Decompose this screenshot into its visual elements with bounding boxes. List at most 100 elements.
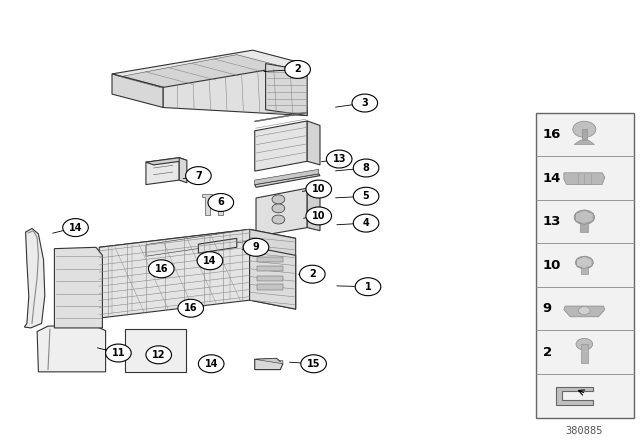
Text: 2: 2 (309, 269, 316, 279)
Circle shape (148, 260, 174, 278)
Circle shape (353, 214, 379, 232)
Polygon shape (202, 194, 212, 215)
Circle shape (208, 194, 234, 211)
Polygon shape (99, 229, 250, 318)
Circle shape (353, 159, 379, 177)
Bar (581, 263, 588, 274)
Polygon shape (112, 74, 163, 108)
Polygon shape (556, 387, 593, 405)
Text: 10: 10 (312, 184, 326, 194)
Polygon shape (198, 238, 237, 253)
Circle shape (272, 195, 285, 204)
Circle shape (575, 256, 593, 269)
Polygon shape (125, 329, 186, 372)
Polygon shape (577, 256, 592, 269)
Text: 14: 14 (543, 172, 561, 185)
Circle shape (579, 306, 590, 314)
Polygon shape (255, 358, 283, 370)
Circle shape (300, 265, 325, 283)
Polygon shape (575, 210, 593, 224)
Text: 4: 4 (363, 218, 369, 228)
Text: 9: 9 (543, 302, 552, 315)
Polygon shape (146, 158, 179, 185)
Bar (257, 276, 283, 281)
Text: 2: 2 (543, 346, 552, 359)
Circle shape (106, 344, 131, 362)
Circle shape (178, 299, 204, 317)
Text: 9: 9 (253, 242, 259, 252)
Polygon shape (24, 228, 45, 328)
Text: 14: 14 (204, 359, 218, 369)
Circle shape (306, 180, 332, 198)
Circle shape (285, 60, 310, 78)
Polygon shape (250, 246, 296, 309)
Polygon shape (255, 358, 283, 364)
Text: 1: 1 (365, 282, 371, 292)
Circle shape (272, 215, 285, 224)
Circle shape (355, 278, 381, 296)
Circle shape (352, 94, 378, 112)
Polygon shape (146, 229, 250, 256)
Circle shape (186, 167, 211, 185)
Text: 10: 10 (312, 211, 326, 221)
Polygon shape (37, 325, 106, 372)
Text: 2: 2 (294, 65, 301, 74)
Circle shape (197, 252, 223, 270)
Polygon shape (112, 50, 304, 87)
Text: 13: 13 (332, 154, 346, 164)
Circle shape (326, 150, 352, 168)
Circle shape (198, 355, 224, 373)
Text: 10: 10 (543, 258, 561, 272)
Polygon shape (574, 140, 595, 145)
Circle shape (146, 346, 172, 364)
Text: 16: 16 (543, 128, 561, 141)
Text: 12: 12 (152, 350, 166, 360)
Text: 5: 5 (363, 191, 369, 201)
Polygon shape (250, 229, 296, 309)
Polygon shape (307, 121, 320, 165)
Circle shape (576, 338, 593, 350)
Text: 7: 7 (195, 171, 202, 181)
Polygon shape (255, 169, 319, 185)
Polygon shape (215, 194, 225, 215)
Polygon shape (266, 64, 307, 116)
Text: 13: 13 (543, 215, 561, 228)
Circle shape (574, 210, 595, 224)
Circle shape (243, 238, 269, 256)
Text: 15: 15 (307, 359, 321, 369)
Bar (580, 217, 588, 232)
Polygon shape (256, 188, 307, 237)
Polygon shape (179, 158, 187, 183)
Polygon shape (163, 64, 307, 116)
Bar (536, 113, 634, 418)
Polygon shape (564, 306, 605, 317)
Circle shape (573, 121, 596, 138)
Polygon shape (123, 55, 285, 89)
Polygon shape (54, 247, 102, 328)
Text: 380885: 380885 (565, 426, 602, 436)
Polygon shape (255, 112, 307, 122)
Text: 16: 16 (154, 264, 168, 274)
Text: 3: 3 (362, 98, 368, 108)
Text: 14: 14 (203, 256, 217, 266)
Text: 8: 8 (363, 163, 369, 173)
Text: 11: 11 (111, 348, 125, 358)
Bar (257, 257, 283, 262)
Polygon shape (255, 174, 320, 187)
Circle shape (63, 219, 88, 237)
Bar (581, 344, 588, 363)
Text: 6: 6 (218, 198, 224, 207)
Circle shape (272, 204, 285, 213)
Polygon shape (307, 188, 320, 231)
Polygon shape (255, 121, 307, 171)
Text: 14: 14 (68, 223, 83, 233)
Text: 16: 16 (184, 303, 198, 313)
Bar (582, 129, 587, 142)
Bar (257, 284, 283, 290)
Circle shape (301, 355, 326, 373)
Circle shape (306, 207, 332, 225)
Polygon shape (564, 173, 605, 185)
Polygon shape (99, 229, 296, 256)
Polygon shape (146, 158, 187, 165)
Circle shape (353, 187, 379, 205)
